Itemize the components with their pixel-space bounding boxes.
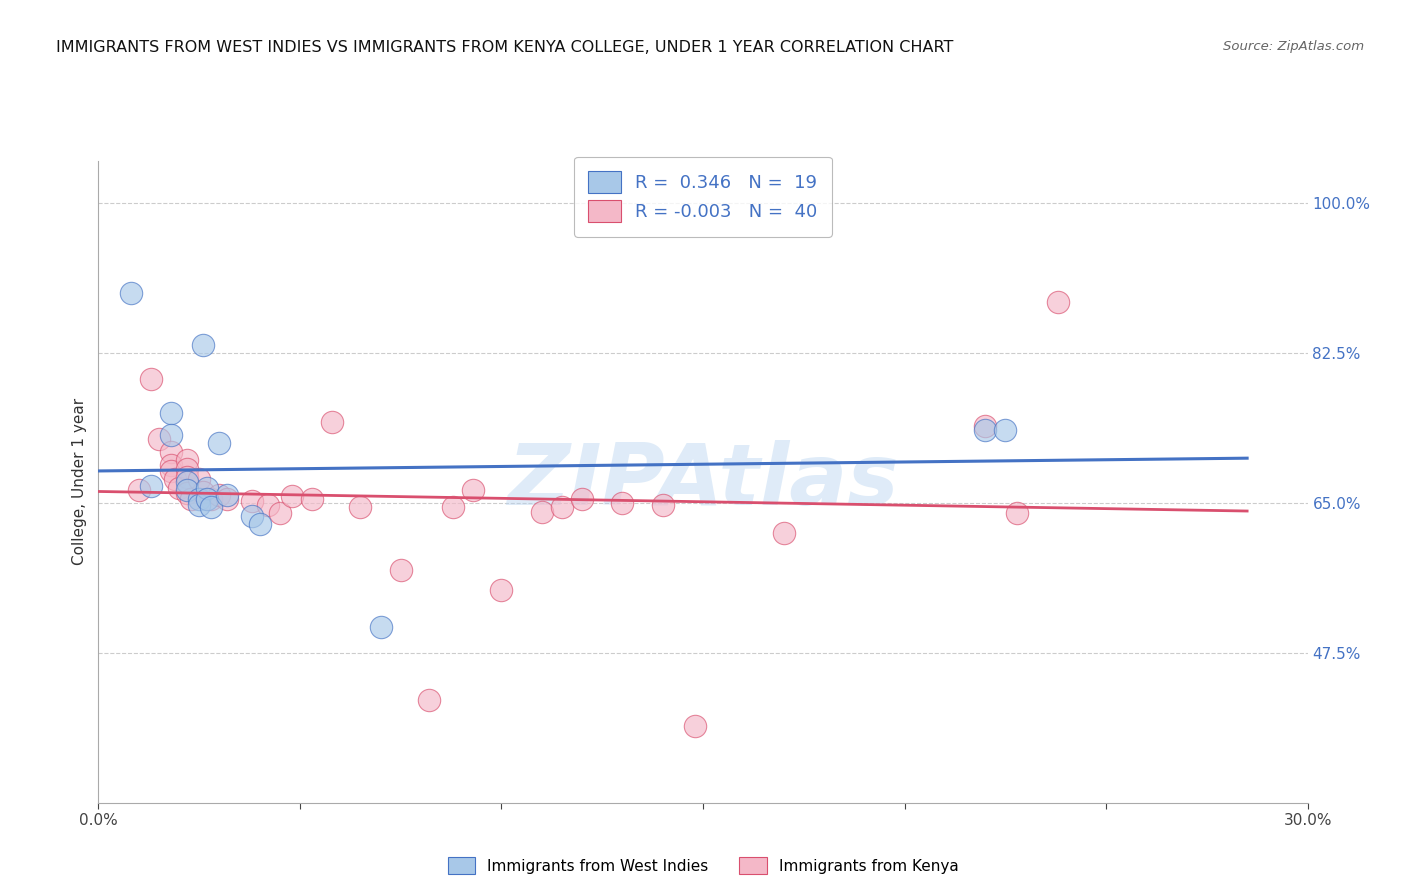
Point <box>551 500 574 515</box>
Point <box>200 500 222 515</box>
Point <box>176 475 198 489</box>
Point <box>180 491 202 506</box>
Point <box>772 526 794 541</box>
Point <box>188 498 211 512</box>
Point <box>148 432 170 446</box>
Point <box>160 464 183 478</box>
Point <box>281 489 304 503</box>
Point <box>418 693 440 707</box>
Point <box>139 372 162 386</box>
Point <box>974 423 997 437</box>
Point <box>256 498 278 512</box>
Point <box>349 500 371 515</box>
Point <box>1007 507 1029 521</box>
Point <box>612 496 634 510</box>
Point <box>370 620 392 634</box>
Point <box>163 472 186 486</box>
Y-axis label: College, Under 1 year: College, Under 1 year <box>72 398 87 566</box>
Point <box>195 491 218 506</box>
Point <box>208 436 231 450</box>
Point <box>176 483 198 498</box>
Point <box>217 487 239 501</box>
Point <box>193 337 215 351</box>
Point <box>530 505 553 519</box>
Point <box>651 498 673 512</box>
Point <box>128 483 150 498</box>
Point <box>301 491 323 506</box>
Point <box>160 406 183 420</box>
Point <box>188 472 211 486</box>
Point <box>1046 294 1069 309</box>
Point <box>269 507 291 521</box>
Point <box>491 583 513 598</box>
Point <box>167 481 190 495</box>
Text: ZIPAtlas: ZIPAtlas <box>508 440 898 524</box>
Point <box>249 517 271 532</box>
Point <box>160 458 183 472</box>
Point <box>683 719 706 733</box>
Point <box>217 491 239 506</box>
Legend: Immigrants from West Indies, Immigrants from Kenya: Immigrants from West Indies, Immigrants … <box>441 851 965 880</box>
Point <box>974 419 997 434</box>
Point <box>193 485 215 500</box>
Point <box>240 494 263 508</box>
Point <box>176 485 198 500</box>
Point <box>160 427 183 442</box>
Point <box>571 491 593 506</box>
Point <box>200 491 222 506</box>
Point <box>176 453 198 467</box>
Point <box>321 415 343 429</box>
Point <box>188 491 211 506</box>
Point <box>240 508 263 523</box>
Point <box>176 470 198 484</box>
Point <box>389 563 412 577</box>
Text: IMMIGRANTS FROM WEST INDIES VS IMMIGRANTS FROM KENYA COLLEGE, UNDER 1 YEAR CORRE: IMMIGRANTS FROM WEST INDIES VS IMMIGRANT… <box>56 40 953 55</box>
Point <box>195 481 218 495</box>
Point <box>176 462 198 476</box>
Legend: R =  0.346   N =  19, R = -0.003   N =  40: R = 0.346 N = 19, R = -0.003 N = 40 <box>574 157 832 237</box>
Point <box>463 483 485 498</box>
Point <box>994 423 1017 437</box>
Point <box>160 444 183 458</box>
Point <box>120 286 142 301</box>
Point <box>208 487 231 501</box>
Text: Source: ZipAtlas.com: Source: ZipAtlas.com <box>1223 40 1364 54</box>
Point <box>139 479 162 493</box>
Point <box>441 500 464 515</box>
